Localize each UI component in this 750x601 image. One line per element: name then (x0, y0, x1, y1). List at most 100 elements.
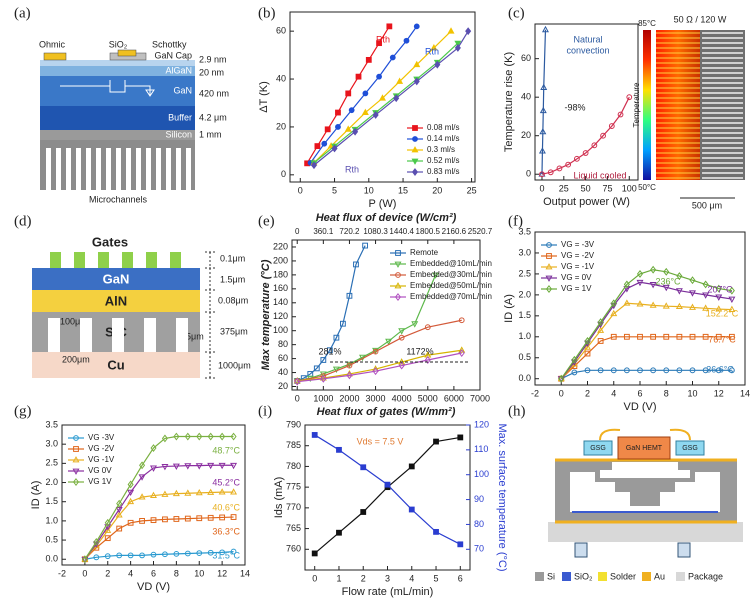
marker (365, 56, 372, 63)
marker (663, 367, 670, 374)
legend-label: VG -2V (88, 444, 115, 453)
marker (207, 549, 214, 556)
legend-label: Embedded@10mL/min (410, 259, 492, 268)
marker (311, 432, 318, 438)
marker (538, 147, 546, 154)
x-tick-label: 2 (361, 573, 366, 583)
y-tick-label: 0.0 (518, 373, 531, 383)
slot (80, 318, 92, 352)
marker (715, 367, 722, 374)
stripe (702, 47, 743, 49)
marker (597, 338, 604, 344)
legend-swatch (598, 572, 607, 581)
marker (540, 83, 548, 90)
marker (623, 367, 630, 374)
label: Cu (107, 357, 124, 372)
marker (584, 343, 591, 350)
stripe (702, 67, 743, 69)
channel (166, 148, 171, 190)
x-tick-label: 14 (740, 388, 750, 398)
x-tick-label: 0 (295, 393, 300, 403)
stripe (656, 167, 700, 169)
marker (331, 144, 338, 153)
marker (161, 464, 169, 471)
marker (104, 526, 112, 533)
marker (408, 463, 415, 470)
marker (457, 434, 464, 441)
x-tick-label: 2 (585, 388, 590, 398)
panel-label: (g) (14, 403, 32, 419)
diagram-d: Gates GaN AlN SiC Cu 0.1μm 1.5μm 0.08μm … (32, 234, 251, 379)
marker (702, 304, 710, 311)
marker (346, 292, 353, 299)
series-line (297, 349, 462, 382)
x-tick-label: 15 (398, 185, 408, 195)
channel (156, 148, 161, 190)
y-axis-label: ID (A) (30, 481, 42, 510)
layer (32, 352, 200, 378)
legend-label: Package (688, 571, 723, 581)
marker (702, 292, 710, 299)
panel-label: (h) (508, 403, 526, 419)
stripe (702, 132, 743, 134)
marker (430, 43, 438, 51)
label: Temperature (632, 82, 641, 127)
legend-swatch (676, 572, 685, 581)
stripe (702, 147, 743, 149)
legend-marker (395, 272, 401, 278)
stripe (702, 162, 743, 164)
layer (32, 268, 200, 290)
y-tick-label: 1.0 (518, 331, 531, 341)
marker (314, 143, 321, 149)
marker (161, 490, 169, 497)
marker (362, 90, 369, 97)
y-tick-label: 20 (521, 130, 531, 140)
connector (677, 542, 691, 558)
marker (184, 515, 191, 522)
marker (127, 519, 134, 526)
y2-tick-label: 100 (474, 469, 489, 479)
marker (104, 535, 111, 542)
stripe (702, 77, 743, 79)
marker (320, 357, 327, 363)
marker (413, 77, 420, 86)
channel (86, 148, 91, 190)
y2-tick-label: 120 (474, 419, 489, 429)
y-axis-label: ID (A) (503, 294, 515, 323)
y-axis-label: Max temperature (°C) (260, 259, 272, 370)
legend-label: VG = -3V (561, 240, 595, 249)
channel (116, 148, 121, 190)
heat-map (656, 30, 700, 180)
marker (139, 461, 146, 470)
y-tick-label: 2.5 (518, 268, 531, 278)
label: 85°C (638, 19, 656, 28)
x-tick-label: 4 (611, 388, 616, 398)
stripe (656, 102, 700, 104)
marker (362, 242, 369, 249)
x2-tick-label: 360.1 (313, 227, 334, 236)
stripe (656, 92, 700, 94)
y-tick-label: 3.5 (45, 419, 58, 429)
marker (454, 43, 461, 52)
stripe (656, 152, 700, 154)
marker (345, 90, 352, 97)
legend-label: VG 1V (88, 477, 112, 486)
thickness: 1.5μm (220, 274, 245, 284)
stripe (702, 177, 743, 179)
marker (663, 267, 670, 276)
legend-marker (73, 446, 79, 452)
legend-label: VG = 0V (561, 273, 592, 282)
slot (176, 318, 188, 352)
marker (184, 463, 192, 470)
marker (728, 367, 735, 374)
y-tick-label: 100 (273, 325, 288, 335)
stripe (702, 92, 743, 94)
marker (150, 517, 157, 524)
legend-label: Embedded@50mL/min (410, 281, 492, 290)
marker (558, 374, 565, 383)
thickness: 20 nm (199, 67, 224, 77)
marker (728, 296, 736, 303)
marker (608, 123, 615, 129)
ohmic (43, 52, 67, 61)
marker (556, 165, 563, 172)
